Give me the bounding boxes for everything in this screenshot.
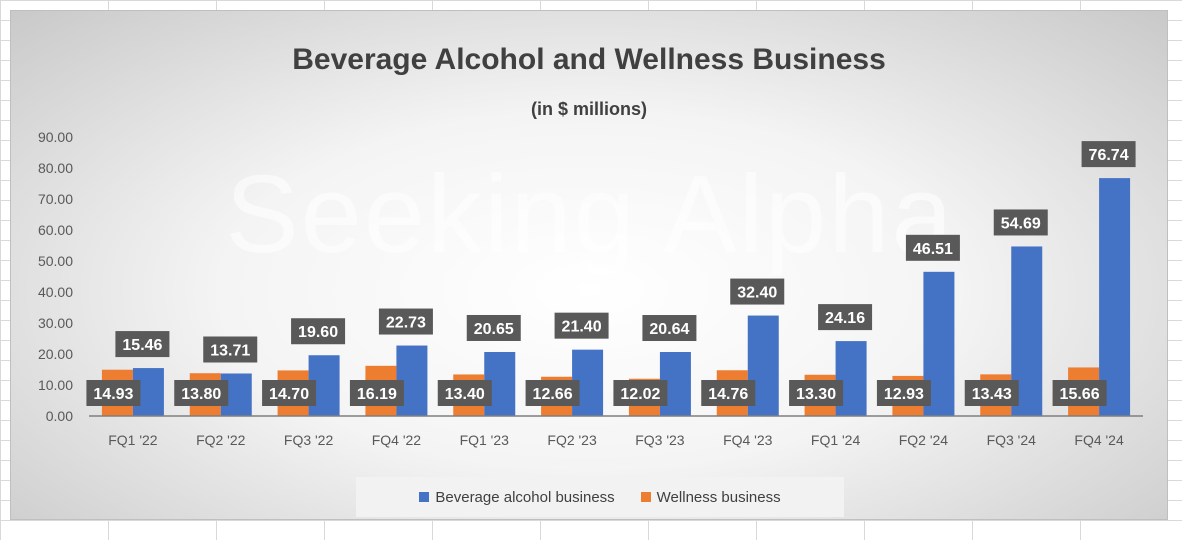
chart-subtitle: (in $ millions)	[530, 99, 647, 119]
data-label-beverage-bg	[1081, 141, 1136, 168]
data-label-beverage-bg	[905, 234, 960, 261]
legend-item-wellness: Wellness business	[640, 488, 781, 506]
data-label-wellness: 15.66	[1060, 386, 1100, 403]
data-label-wellness: 14.70	[269, 386, 309, 403]
data-label-beverage-bg	[642, 315, 697, 342]
y-tick-label: 50.00	[38, 253, 73, 269]
data-label-beverage-bg	[993, 209, 1048, 236]
data-label-wellness-bg	[876, 380, 931, 406]
data-label-wellness-bg	[613, 380, 668, 406]
data-label-beverage-bg	[818, 304, 873, 331]
data-label-beverage-bg	[291, 318, 346, 345]
data-label-wellness: 12.02	[620, 386, 660, 403]
x-tick-label: FQ1 '24	[811, 432, 861, 448]
data-label-beverage: 32.40	[737, 285, 777, 302]
y-tick-label: 80.00	[38, 160, 73, 176]
data-label-wellness-bg	[437, 380, 492, 406]
watermark: Seeking Alpha	[225, 153, 955, 276]
y-tick-label: 20.00	[38, 346, 73, 362]
data-label-beverage-bg	[378, 308, 433, 335]
legend-swatch-wellness	[640, 492, 651, 502]
data-label-wellness: 16.19	[357, 386, 397, 403]
data-label-wellness-bg	[262, 380, 317, 406]
y-tick-label: 40.00	[38, 284, 73, 300]
data-label-beverage: 15.46	[122, 337, 162, 354]
y-tick-label: 0.00	[46, 408, 73, 424]
data-label-beverage: 20.64	[649, 321, 689, 338]
legend-item-beverage: Beverage alcohol business	[419, 488, 615, 506]
y-tick-label: 90.00	[38, 129, 73, 145]
legend-label-beverage: Beverage alcohol business	[435, 488, 615, 506]
y-tick-label: 10.00	[38, 377, 73, 393]
y-tick-label: 70.00	[38, 191, 73, 207]
data-label-beverage-bg	[203, 336, 258, 363]
data-label-wellness: 14.76	[708, 386, 748, 403]
x-tick-label: FQ2 '22	[196, 432, 246, 448]
plot-area: 0.00 10.00 20.00 30.00 40.00 50.00 60.00 70.00 8…	[38, 129, 1143, 448]
x-tick-label: FQ4 '22	[372, 432, 422, 448]
x-tick-label: FQ3 '22	[284, 432, 334, 448]
data-label-beverage-bg	[554, 312, 609, 339]
data-label-beverage: 76.74	[1089, 147, 1129, 164]
x-tick-label: FQ1 '23	[460, 432, 510, 448]
data-label-wellness: 12.93	[884, 386, 924, 403]
legend-swatch-beverage	[419, 492, 430, 502]
x-tick-label: FQ3 '23	[635, 432, 685, 448]
data-label-wellness-bg	[1052, 380, 1107, 406]
data-label-wellness-bg	[525, 380, 580, 406]
data-label-wellness: 13.30	[796, 386, 836, 403]
data-label-wellness: 13.43	[972, 386, 1012, 403]
data-label-beverage-bg	[115, 331, 170, 358]
x-tick-label: FQ3 '24	[987, 432, 1037, 448]
data-label-wellness-bg	[964, 380, 1019, 406]
data-label-wellness: 12.66	[533, 386, 573, 403]
data-label-beverage: 21.40	[562, 319, 602, 336]
legend: Beverage alcohol business Wellness busin…	[356, 477, 844, 517]
data-label-wellness: 13.80	[181, 386, 221, 403]
data-label-wellness-bg	[86, 380, 141, 406]
data-label-beverage: 54.69	[1001, 215, 1041, 232]
x-tick-label: FQ4 '24	[1074, 432, 1124, 448]
x-tick-label: FQ2 '24	[899, 432, 949, 448]
data-label-wellness: 14.93	[93, 386, 133, 403]
chart-title: Beverage Alcohol and Wellness Business	[292, 43, 886, 76]
data-label-wellness-bg	[789, 380, 844, 406]
data-label-wellness: 13.40	[445, 386, 485, 403]
bar-beverage	[1099, 178, 1131, 416]
x-tick-label: FQ1 '22	[108, 432, 158, 448]
data-label-beverage: 22.73	[386, 315, 426, 332]
x-tick-label: FQ4 '23	[723, 432, 773, 448]
data-label-beverage-bg	[466, 314, 521, 341]
data-label-wellness-bg	[174, 380, 229, 406]
data-label-beverage: 19.60	[298, 324, 338, 341]
legend-label-wellness: Wellness business	[656, 488, 781, 506]
x-tick-label: FQ2 '23	[547, 432, 597, 448]
data-label-beverage: 20.65	[474, 321, 514, 338]
data-label-beverage: 24.16	[825, 310, 865, 327]
data-label-wellness-bg	[349, 380, 404, 406]
y-tick-label: 60.00	[38, 222, 73, 238]
data-label-beverage: 46.51	[913, 241, 953, 258]
y-tick-label: 30.00	[38, 315, 73, 331]
data-label-beverage-bg	[730, 278, 785, 305]
data-label-wellness-bg	[701, 380, 756, 406]
data-label-beverage: 13.71	[210, 342, 250, 359]
chart-area[interactable]: Seeking Alpha Beverage Alcohol and Welln…	[10, 10, 1168, 520]
